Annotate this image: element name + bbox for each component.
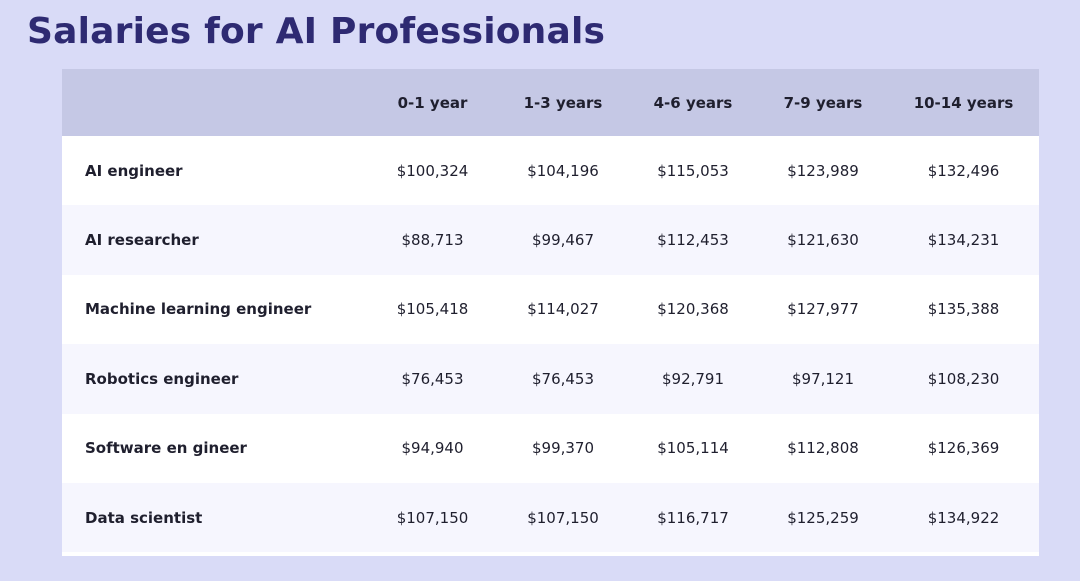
salary-cell: $92,791 — [661, 369, 725, 388]
role-cell: AI engineer — [85, 161, 183, 180]
salary-cell: $100,324 — [396, 161, 469, 180]
column-header-role — [62, 69, 367, 136]
salary-cell: $76,453 — [401, 369, 464, 388]
column-header-1-3-years: 1-3 years — [523, 93, 603, 112]
salary-cell: $134,922 — [927, 508, 1000, 527]
column-header-0-1-year: 0-1 year — [397, 93, 468, 112]
salary-cell: $126,369 — [927, 439, 1000, 458]
salary-cell: $132,496 — [927, 161, 1000, 180]
column-header-4-6-years: 4-6 years — [653, 93, 733, 112]
salary-cell: $99,467 — [531, 231, 595, 250]
salary-cell: $97,121 — [791, 369, 855, 388]
table-row: AI engineer $100,324 $104,196 $115,053 $… — [62, 136, 1039, 206]
salary-cell: $115,053 — [657, 161, 729, 180]
salary-cell: $121,630 — [787, 231, 859, 250]
table-row: AI researcher $88,713 $99,467 $112,453 $… — [62, 205, 1039, 275]
role-cell: Software en gineer — [85, 439, 247, 458]
column-header-7-9-years: 7-9 years — [783, 93, 863, 112]
role-cell: Machine learning engineer — [85, 300, 312, 319]
table-row: Robotics engineer $76,453 $76,453 $92,79… — [62, 344, 1039, 414]
role-cell: Data scientist — [85, 508, 203, 527]
role-cell: Robotics engineer — [85, 369, 239, 388]
salary-cell: $105,418 — [396, 300, 469, 319]
salary-cell: $76,453 — [531, 369, 595, 388]
table-row: Machine learning engineer $105,418 $114,… — [62, 274, 1039, 345]
salary-cell: $107,150 — [396, 508, 469, 527]
table-header-row: 0-1 year 1-3 years 4-6 years 7-9 years 1… — [62, 69, 1039, 136]
salary-cell: $134,231 — [927, 231, 1000, 250]
role-cell: AI researcher — [85, 231, 199, 250]
salary-cell: $127,977 — [787, 300, 859, 319]
salary-cell: $88,713 — [401, 231, 464, 250]
salary-cell: $108,230 — [927, 369, 1000, 388]
salary-table-grid: 0-1 year 1-3 years 4-6 years 7-9 years 1… — [62, 69, 1039, 553]
salary-cell: $135,388 — [927, 300, 1000, 319]
salary-cell: $105,114 — [657, 439, 729, 458]
table-row: Software en gineer $94,940 $99,370 $105,… — [62, 413, 1039, 483]
salary-cell: $112,808 — [787, 439, 859, 458]
salary-table: 0-1 year 1-3 years 4-6 years 7-9 years 1… — [62, 69, 1039, 556]
salary-cell: $125,259 — [787, 508, 859, 527]
page-title: Salaries for AI Professionals — [27, 11, 606, 52]
salary-cell: $120,368 — [657, 300, 729, 319]
salary-cell: $116,717 — [657, 508, 729, 527]
salary-cell: $94,940 — [401, 439, 464, 458]
salary-cell: $99,370 — [531, 439, 595, 458]
column-header-10-14-years: 10-14 years — [913, 93, 1014, 112]
salary-cell: $112,453 — [657, 231, 729, 250]
salary-cell: $104,196 — [527, 161, 599, 180]
salary-cell: $107,150 — [527, 508, 599, 527]
salary-cell: $123,989 — [787, 161, 859, 180]
table-row: Data scientist $107,150 $107,150 $116,71… — [62, 482, 1039, 553]
salary-cell: $114,027 — [527, 300, 599, 319]
